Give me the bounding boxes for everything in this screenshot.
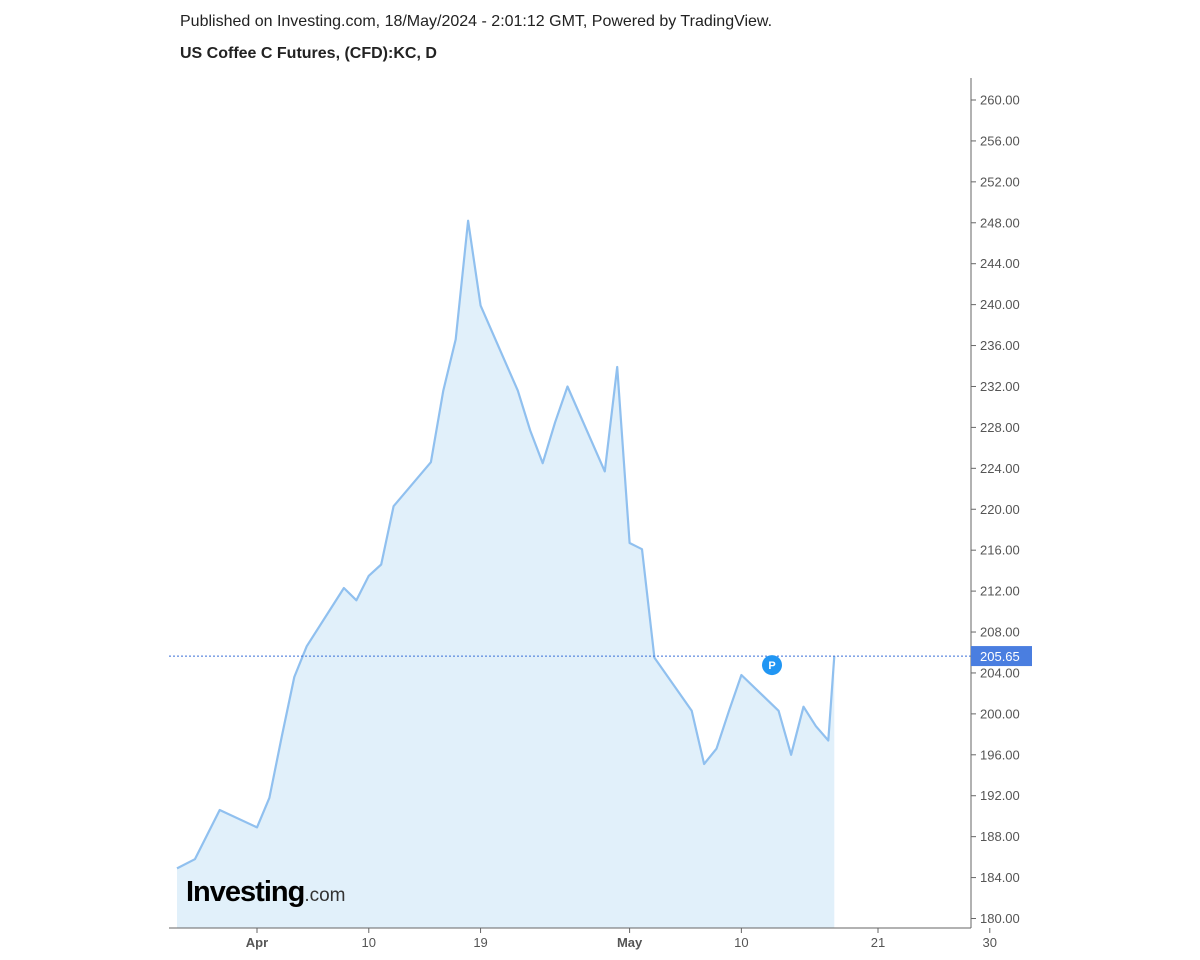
published-caption: Published on Investing.com, 18/May/2024 … [180,13,773,30]
investing-logo: Investing.com [186,876,346,908]
y-tick-label: 240.00 [980,297,1020,312]
label-layer: 180.00 184.00 188.00 192.00 196.00 200.00 204.… [246,93,1032,950]
y-tick-label: 244.00 [980,256,1020,271]
y-tick-label: 248.00 [980,215,1020,230]
x-tick-label: 30 [983,935,997,950]
last-price-label: 205.65 [980,649,1020,664]
x-tick-label: 10 [362,935,376,950]
y-tick-label: 192.00 [980,788,1020,803]
x-tick-label: 19 [473,935,487,950]
y-tick-label: 252.00 [980,174,1020,189]
y-tick-label: 180.00 [980,911,1020,926]
p-marker-circle [762,655,782,676]
y-tick-label: 224.00 [980,461,1020,476]
chart-title: US Coffee C Futures, (CFD):KC, D [180,45,437,62]
y-tick-label: 200.00 [980,706,1020,721]
area-layer [176,219,836,928]
x-tick-label: 21 [871,935,885,950]
p-marker-label: P [768,660,775,672]
x-tick-label: 10 [734,935,748,950]
y-tick-label: 236.00 [980,338,1020,353]
axis-layer [169,78,991,933]
y-tick-label: 232.00 [980,379,1020,394]
y-tick-label: 184.00 [980,870,1020,885]
y-tick-label: 208.00 [980,625,1020,640]
series-line [176,219,836,870]
last-price-badge [971,646,1032,667]
y-tick-label: 216.00 [980,543,1020,558]
series-area-fill [177,220,835,928]
y-tick-label: 256.00 [980,133,1020,148]
x-tick-label: May [617,935,643,950]
y-tick-label: 188.00 [980,829,1020,844]
y-tick-label: 204.00 [980,665,1020,680]
y-tick-label: 260.00 [980,93,1020,108]
x-tick-label: Apr [246,935,268,950]
y-tick-label: 196.00 [980,747,1020,762]
y-tick-label: 212.00 [980,584,1020,599]
y-tick-label: 228.00 [980,420,1020,435]
y-tick-label: 220.00 [980,502,1020,517]
